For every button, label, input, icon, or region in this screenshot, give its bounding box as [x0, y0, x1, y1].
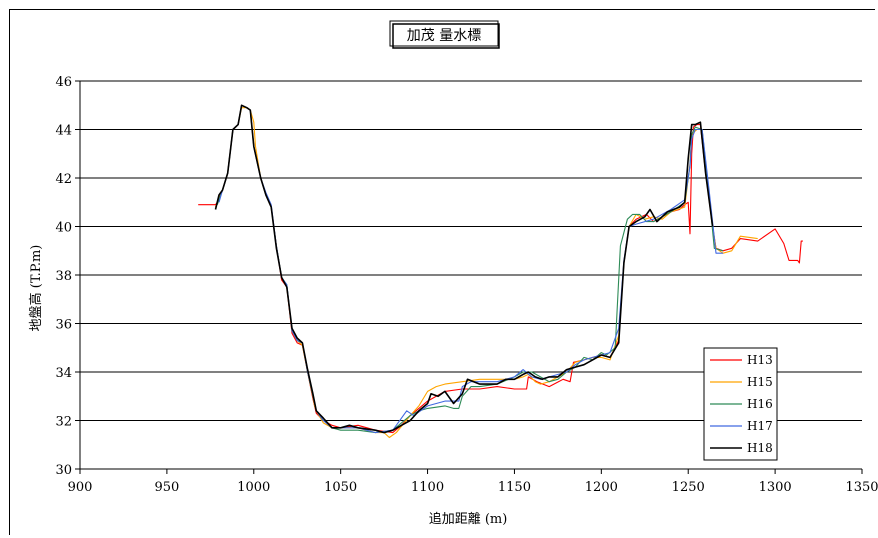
x-tick-label: 1300 [759, 480, 792, 495]
grid-lines [80, 80, 862, 470]
x-tick-label: 950 [154, 480, 179, 495]
x-axis-label: 追加距離 (m) [429, 511, 508, 527]
y-tick-label: 36 [55, 318, 72, 333]
chart-title-box: 加茂 量水標 [389, 20, 500, 49]
x-tick-label: 1000 [237, 480, 270, 495]
chart-title: 加茂 量水標 [407, 27, 481, 44]
y-tick-label: 34 [55, 366, 72, 381]
series-line-h18 [214, 104, 714, 434]
x-tick-label: 1250 [672, 480, 705, 495]
legend-label-h18: H18 [747, 441, 773, 455]
legend-label-h17: H17 [747, 419, 773, 433]
y-tick-label: 42 [55, 172, 72, 187]
x-tick-label: 1050 [324, 480, 357, 495]
axes [75, 80, 863, 474]
x-tick-label: 1200 [585, 480, 618, 495]
y-tick-labels: 30 32 34 36 38 40 42 44 46 [55, 75, 72, 478]
y-tick-label: 40 [55, 221, 72, 236]
x-tick-label: 1150 [498, 480, 531, 495]
legend-label-h16: H16 [747, 397, 773, 411]
series-line-h17 [218, 104, 723, 434]
y-tick-label: 32 [55, 415, 72, 430]
legend-label-h13: H13 [747, 353, 773, 367]
y-axis-label: 地盤高 (T.P.m) [28, 245, 44, 332]
y-tick-label: 30 [55, 463, 72, 478]
x-tick-label: 1350 [845, 480, 878, 495]
chart-frame [9, 9, 875, 535]
legend: H13 H15 H16 H17 H18 [703, 347, 778, 461]
y-tick-label: 44 [55, 124, 72, 139]
y-tick-label: 46 [55, 75, 72, 90]
series-layer [198, 104, 803, 439]
x-tick-labels: 900 950 1000 1050 1100 1150 1200 1250 1300 1350 [68, 480, 878, 495]
series-line-h16 [216, 104, 724, 434]
legend-label-h15: H15 [747, 375, 773, 389]
x-tick-label: 1100 [411, 480, 444, 495]
x-tick-label: 900 [68, 480, 93, 495]
y-tick-label: 38 [55, 269, 72, 284]
